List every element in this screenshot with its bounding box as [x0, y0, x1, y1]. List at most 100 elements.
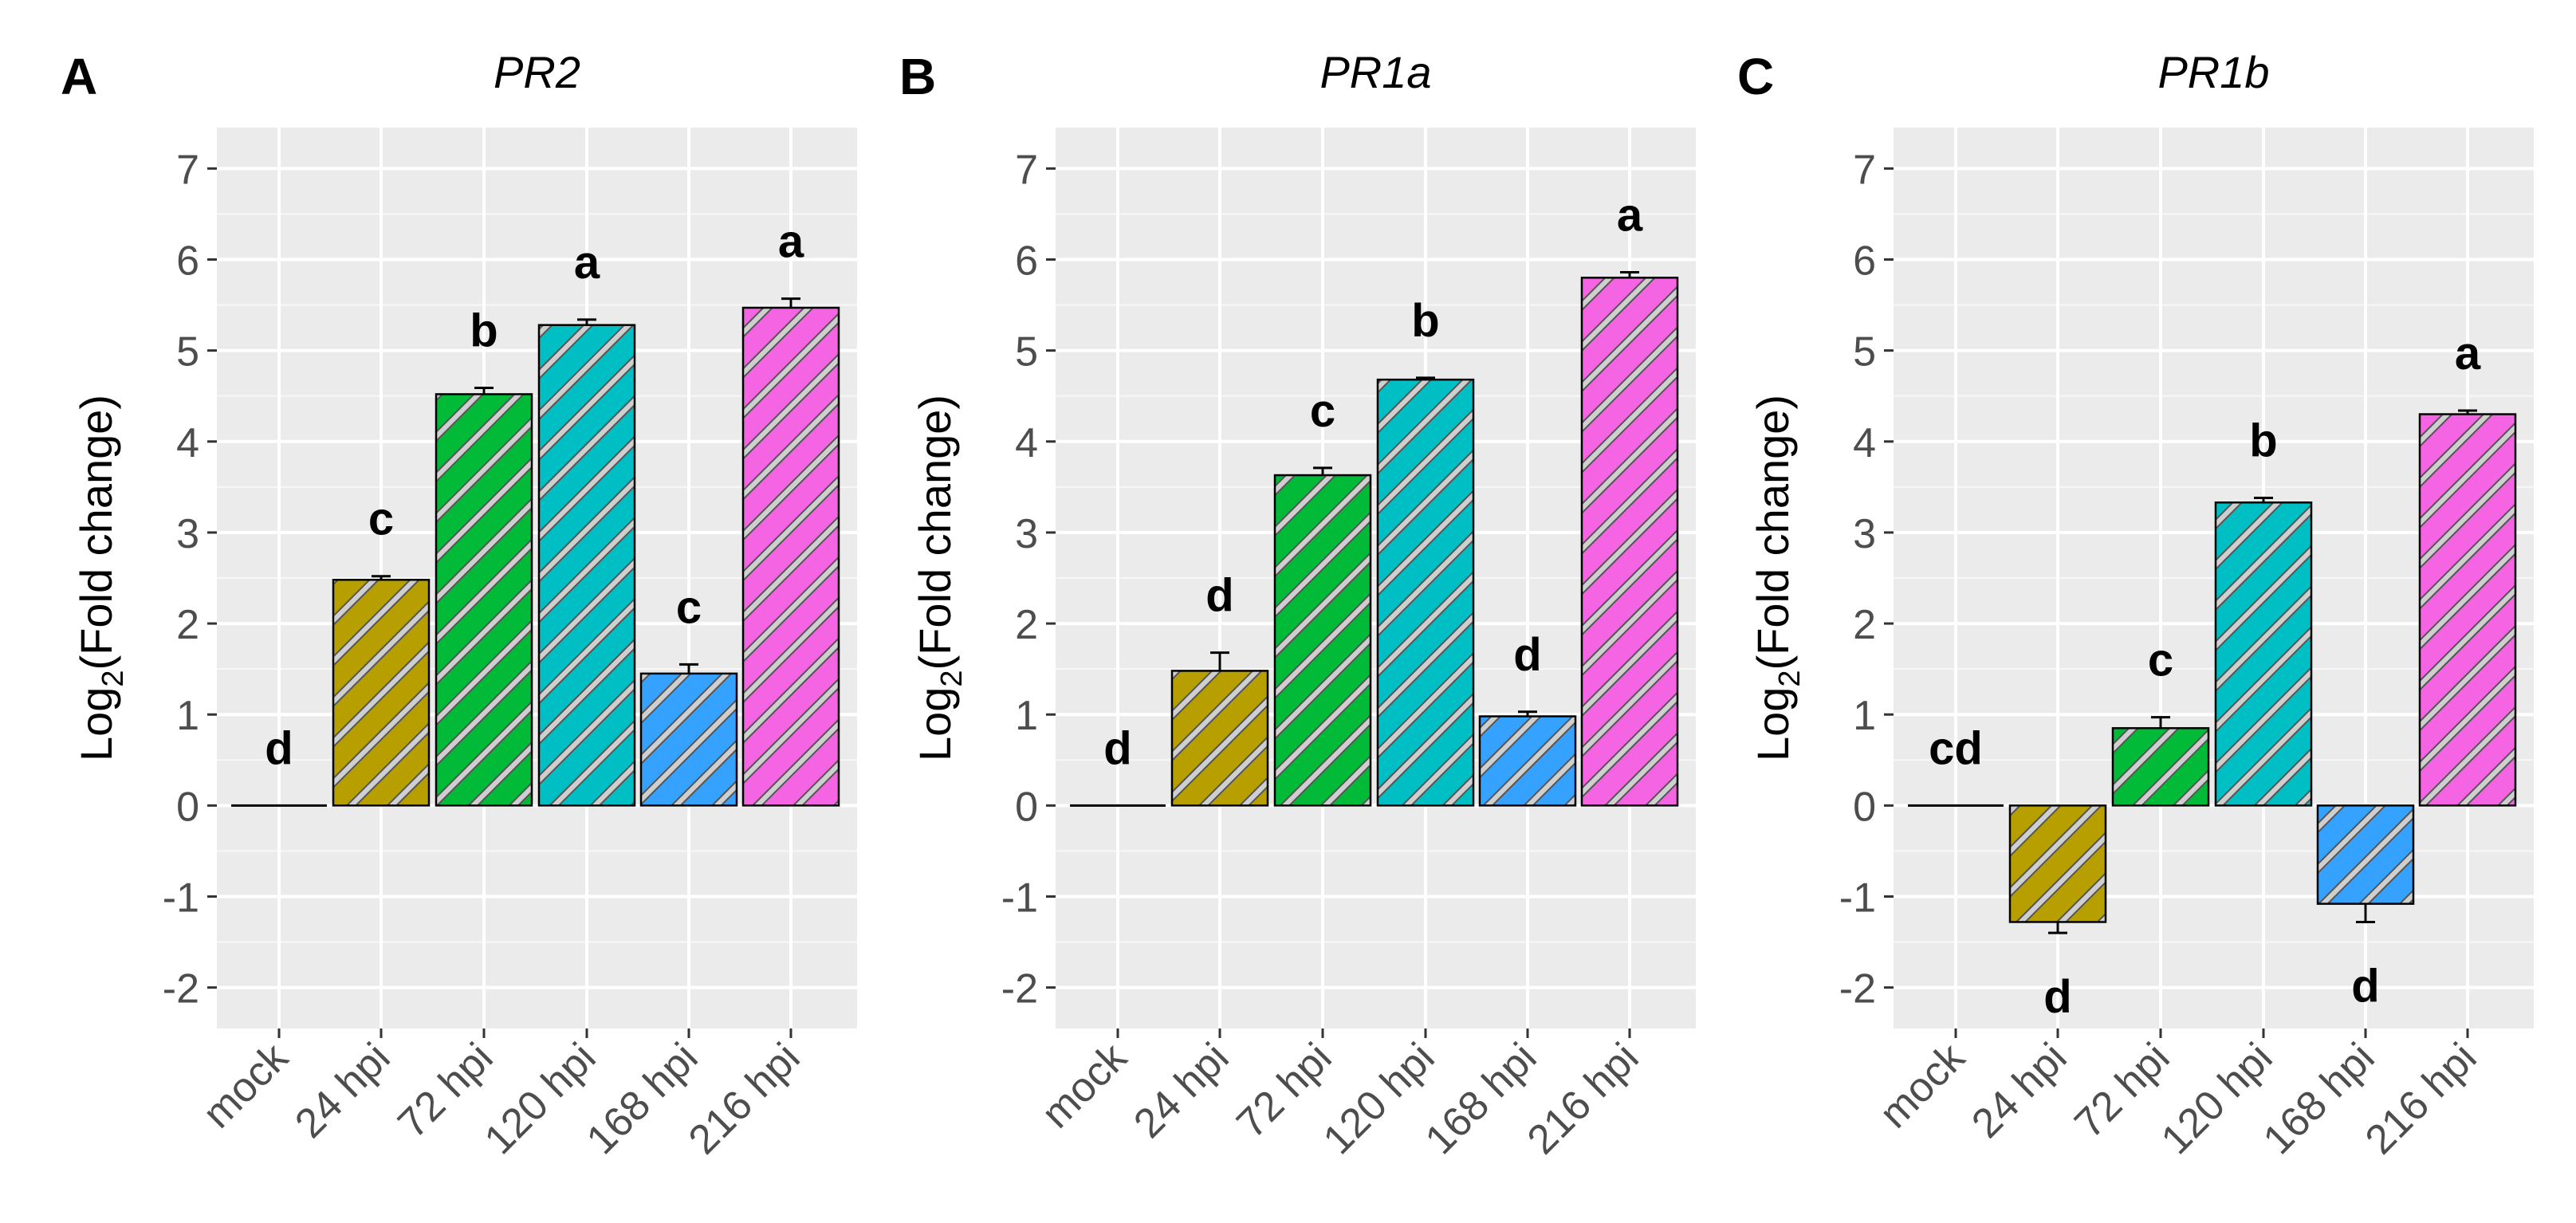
x-tick-label: 216 hpi — [680, 1034, 809, 1163]
bar-216-hpi: a — [2418, 328, 2517, 807]
bar-hatch — [2318, 805, 2413, 904]
significance-letter: a — [1617, 189, 1643, 241]
x-tick-label: 120 hpi — [2153, 1034, 2282, 1163]
bar-120-hpi: b — [2214, 415, 2313, 807]
y-tick-label: 0 — [1015, 784, 1038, 830]
x-tick-label: 168 hpi — [1417, 1034, 1546, 1163]
panel-title: PR1b — [2157, 47, 2269, 97]
y-axis-title: Log2(Fold change) — [910, 395, 969, 761]
y-axis-title-rest: (Fold change) — [71, 395, 121, 670]
y-axis-title-rest: (Fold change) — [1748, 395, 1798, 670]
bar-168-hpi: c — [639, 581, 738, 807]
bar-hatch — [2420, 414, 2515, 806]
significance-letter: a — [778, 216, 804, 268]
y-axis-title-main: Log — [1748, 687, 1798, 761]
x-tick-label: 24 hpi — [1125, 1034, 1237, 1146]
x-tick-label: 24 hpi — [286, 1034, 399, 1146]
bar-mock: d — [231, 722, 327, 807]
bar-hatch — [1275, 475, 1371, 806]
significance-letter: b — [470, 305, 498, 356]
bar-72-hpi: b — [435, 305, 533, 807]
significance-letter: d — [1513, 629, 1541, 681]
x-tick-label: mock — [195, 1034, 298, 1138]
x-tick-label: mock — [1871, 1034, 1975, 1138]
bar-72-hpi: c — [2111, 635, 2210, 807]
bar-hatch — [1480, 716, 1575, 806]
y-tick-label: 6 — [1853, 238, 1876, 285]
y-tick-label: -1 — [1001, 875, 1038, 921]
y-tick-label: 7 — [1853, 147, 1876, 193]
significance-letter: b — [2249, 415, 2277, 467]
significance-letter: b — [1411, 295, 1439, 347]
y-tick-label: 7 — [176, 147, 199, 193]
panel-title: PR1a — [1319, 47, 1431, 97]
y-tick-label: 3 — [1015, 511, 1038, 557]
significance-letter: c — [1310, 385, 1335, 437]
y-tick-label: 5 — [1853, 329, 1876, 376]
y-tick-label: 6 — [1015, 238, 1038, 285]
significance-letter: a — [574, 237, 600, 289]
significance-letter: d — [1205, 570, 1233, 622]
bar-hatch — [2216, 502, 2311, 806]
bar-120-hpi: a — [537, 237, 636, 807]
x-tick-label: 168 hpi — [578, 1034, 707, 1163]
significance-letter: c — [368, 494, 394, 545]
bar-hatch — [436, 394, 532, 806]
significance-letter: c — [676, 581, 702, 633]
bar-hatch — [743, 308, 839, 806]
bar-mock: cd — [1908, 722, 2004, 807]
y-tick-label: -2 — [163, 966, 199, 1013]
bar-hatch — [1582, 277, 1677, 806]
significance-letter: d — [2043, 971, 2071, 1023]
bar-hatch — [333, 580, 429, 806]
y-tick-label: 6 — [176, 238, 199, 285]
y-tick-label: 0 — [176, 784, 199, 830]
bar-hatch — [1172, 670, 1268, 806]
y-tick-label: 2 — [1853, 602, 1876, 648]
y-axis-title-main: Log — [71, 687, 121, 761]
y-axis-title-rest: (Fold change) — [910, 395, 960, 670]
y-tick-label: -2 — [1001, 966, 1038, 1013]
bar-hatch — [641, 673, 737, 806]
y-tick-label: 4 — [1853, 420, 1876, 466]
bar-hatch — [539, 324, 635, 806]
y-tick-label: 5 — [176, 329, 199, 376]
bar-24-hpi: d — [1170, 570, 1269, 807]
y-axis-title: Log2(Fold change) — [71, 395, 130, 761]
y-tick-label: 4 — [1015, 420, 1038, 466]
bar-216-hpi: a — [741, 216, 840, 807]
bar-hatch — [2010, 805, 2106, 922]
panel-label: B — [899, 48, 936, 105]
y-tick-label: 1 — [1015, 693, 1038, 739]
y-tick-label: 1 — [1853, 693, 1876, 739]
y-tick-label: -1 — [1839, 875, 1876, 921]
y-tick-label: 4 — [176, 420, 199, 466]
panel-label: C — [1737, 48, 1774, 105]
y-axis-title-subscript: 2 — [1773, 670, 1807, 686]
x-tick-label: mock — [1033, 1034, 1137, 1138]
y-tick-label: 1 — [176, 693, 199, 739]
y-axis-title-subscript: 2 — [935, 670, 969, 686]
y-tick-label: 0 — [1853, 784, 1876, 830]
x-tick-label: 120 hpi — [476, 1034, 605, 1163]
x-tick-label: 120 hpi — [1315, 1034, 1444, 1163]
panel-label: A — [61, 48, 97, 105]
y-tick-label: -1 — [163, 875, 199, 921]
y-axis-title-main: Log — [910, 687, 960, 761]
significance-letter: a — [2455, 328, 2481, 379]
x-tick-label: 24 hpi — [1963, 1034, 2075, 1146]
bar-216-hpi: a — [1580, 189, 1679, 807]
y-tick-label: 2 — [176, 602, 199, 648]
bar-120-hpi: b — [1376, 295, 1475, 807]
x-tick-label: 168 hpi — [2255, 1034, 2384, 1163]
bar-24-hpi: c — [332, 494, 431, 807]
significance-letter: d — [2351, 960, 2379, 1012]
y-axis-title: Log2(Fold change) — [1748, 395, 1807, 761]
bar-168-hpi: d — [1478, 629, 1577, 807]
bar-mock: d — [1070, 722, 1166, 807]
